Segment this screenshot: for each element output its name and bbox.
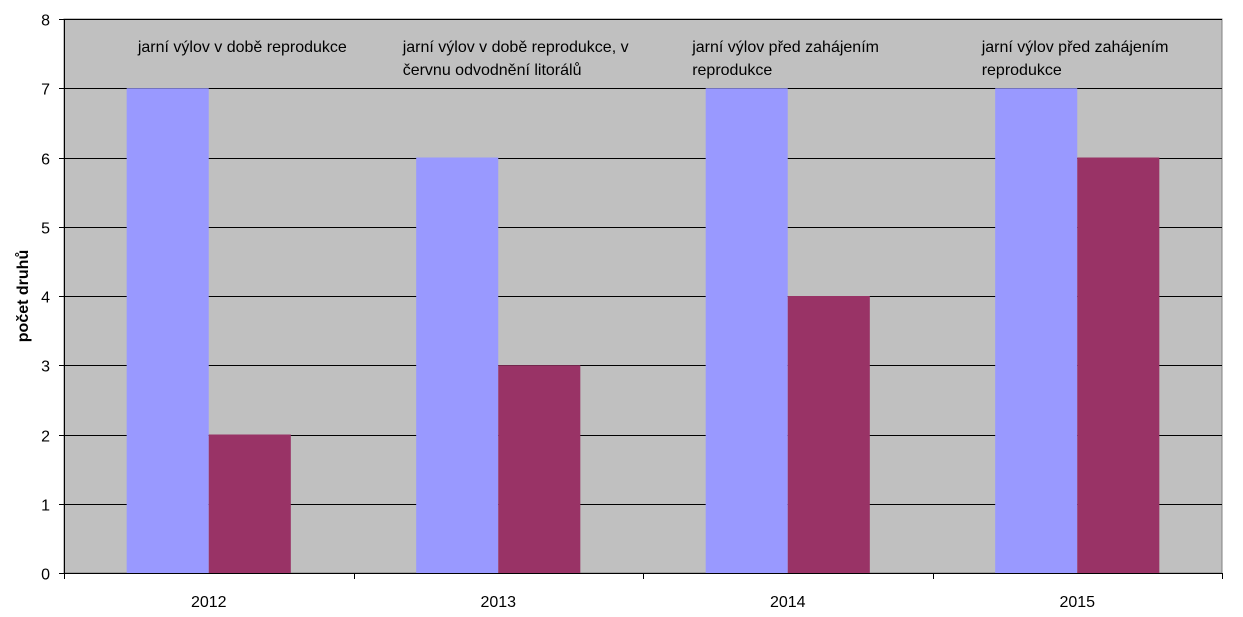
x-tick-label-2014: 2014 <box>770 594 806 611</box>
bar-2013-series-2 <box>498 365 581 573</box>
annotation-line: jarní výlov před zahájením <box>981 39 1169 56</box>
annotation-2012: jarní výlov v době reprodukce <box>137 39 347 56</box>
bar-2014-series-1 <box>705 88 788 573</box>
annotation-2015: jarní výlov před zahájením reprodukce <box>981 39 1169 79</box>
y-tick-label-7: 7 <box>41 82 50 99</box>
bar-2012-series-1 <box>126 88 209 573</box>
annotation-line: reprodukce <box>692 62 772 79</box>
y-tick-label-6: 6 <box>41 152 50 169</box>
bar-2015-series-2 <box>1077 157 1160 573</box>
y-tick-label-4: 4 <box>41 290 50 307</box>
x-tick-labels: 2012 2013 2014 2015 <box>191 594 1095 611</box>
annotation-line: červnu odvodnění litorálů <box>403 61 582 79</box>
y-tick-label-1: 1 <box>41 498 50 515</box>
x-tick-label-2013: 2013 <box>480 594 516 611</box>
x-tick-label-2012: 2012 <box>191 594 227 611</box>
bars <box>126 88 1160 573</box>
bar-2015-series-1 <box>995 88 1078 573</box>
annotation-line: jarní výlov v době reprodukce, v <box>402 39 629 56</box>
annotation-line: reprodukce <box>982 62 1062 79</box>
annotation-line: jarní výlov v době reprodukce <box>137 39 347 56</box>
annotation-2013: jarní výlov v době reprodukce, v červnu o… <box>402 39 629 79</box>
y-axis-label: počet druhů <box>15 250 32 342</box>
bar-2012-series-2 <box>208 434 291 573</box>
y-tick-labels: 0 1 2 3 4 5 6 7 8 <box>41 13 50 584</box>
y-tick-label-8: 8 <box>41 13 50 30</box>
x-tick-label-2015: 2015 <box>1059 594 1095 611</box>
y-tick-label-5: 5 <box>41 221 50 238</box>
annotation-line: jarní výlov před zahájením <box>691 39 879 56</box>
axes <box>59 19 1223 579</box>
bar-2013-series-1 <box>416 157 499 573</box>
annotations: jarní výlov v době reprodukce jarní výlov… <box>137 39 1169 79</box>
y-tick-label-0: 0 <box>41 567 50 584</box>
y-tick-label-2: 2 <box>41 429 50 446</box>
y-tick-label-3: 3 <box>41 359 50 376</box>
bar-2014-series-2 <box>787 296 870 573</box>
annotation-2014: jarní výlov před zahájením reprodukce <box>691 39 879 79</box>
